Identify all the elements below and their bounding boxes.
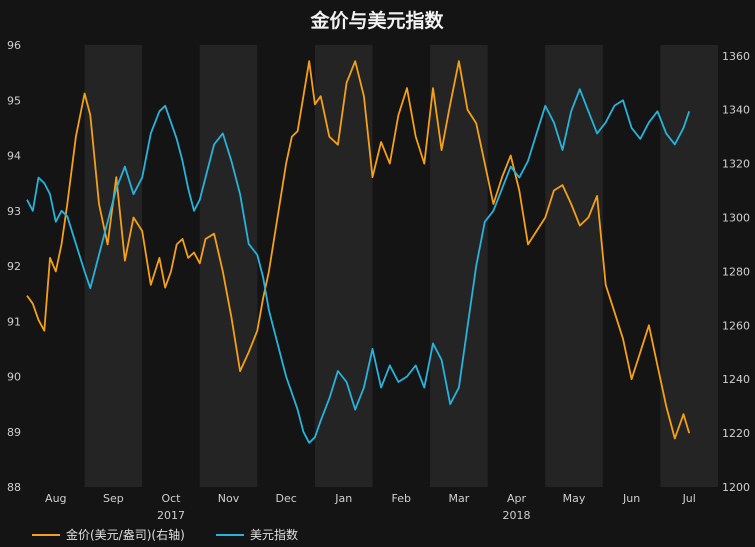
x-tick-label: Feb (392, 492, 411, 505)
left-tick-label: 93 (7, 205, 21, 218)
x-tick-label: May (563, 492, 586, 505)
year-label: 2018 (502, 509, 530, 522)
x-tick-label: Oct (161, 492, 181, 505)
gold-price-line (26, 60, 691, 440)
right-tick-label: 1340 (722, 104, 750, 117)
left-tick-label: 88 (7, 481, 21, 494)
x-tick-label: Apr (507, 492, 527, 505)
x-tick-label: Jun (622, 492, 640, 505)
right-tick-label: 1320 (722, 158, 750, 171)
month-band (660, 45, 718, 487)
right-tick-label: 1260 (722, 319, 750, 332)
month-band (84, 45, 143, 487)
legend: 金价(美元/盎司)(右轴) 美元指数 (32, 527, 298, 542)
x-tick-label: Aug (45, 492, 66, 505)
series-lines (26, 60, 691, 444)
legend-label-dxy: 美元指数 (250, 527, 298, 542)
left-tick-label: 90 (7, 371, 21, 384)
right-tick-label: 1360 (722, 50, 750, 63)
month-bands (84, 45, 718, 487)
right-tick-label: 1240 (722, 373, 750, 386)
x-tick-label: Dec (275, 492, 296, 505)
x-tick-label: Mar (448, 492, 469, 505)
left-tick-label: 89 (7, 426, 21, 439)
x-tick-label: Nov (218, 492, 240, 505)
dollar-index-line (26, 88, 691, 444)
left-axis: 96 95 94 93 92 91 90 89 88 (7, 39, 21, 494)
right-tick-label: 1300 (722, 211, 750, 224)
left-tick-label: 94 (7, 150, 21, 163)
right-tick-label: 1220 (722, 427, 750, 440)
x-tick-label: Jul (682, 492, 696, 505)
legend-label-gold: 金价(美元/盎司)(右轴) (66, 527, 185, 542)
left-tick-label: 95 (7, 94, 21, 107)
x-tick-label: Jan (334, 492, 352, 505)
right-tick-label: 1200 (722, 481, 750, 494)
left-tick-label: 96 (7, 39, 21, 52)
year-label: 2017 (157, 509, 185, 522)
right-axis: 1360 1340 1320 1300 1280 1260 1240 1220 1200 (722, 50, 750, 494)
left-tick-label: 91 (7, 315, 21, 328)
month-band (199, 45, 258, 487)
left-tick-label: 92 (7, 260, 21, 273)
month-band (430, 45, 488, 487)
right-tick-label: 1280 (722, 265, 750, 278)
month-band (545, 45, 603, 487)
x-axis: Aug Sep Oct Nov Dec Jan Feb Mar Apr May Jun Jul 2017… (45, 492, 696, 522)
chart-title: 金价与美元指数 (309, 9, 444, 32)
x-tick-label: Sep (103, 492, 124, 505)
